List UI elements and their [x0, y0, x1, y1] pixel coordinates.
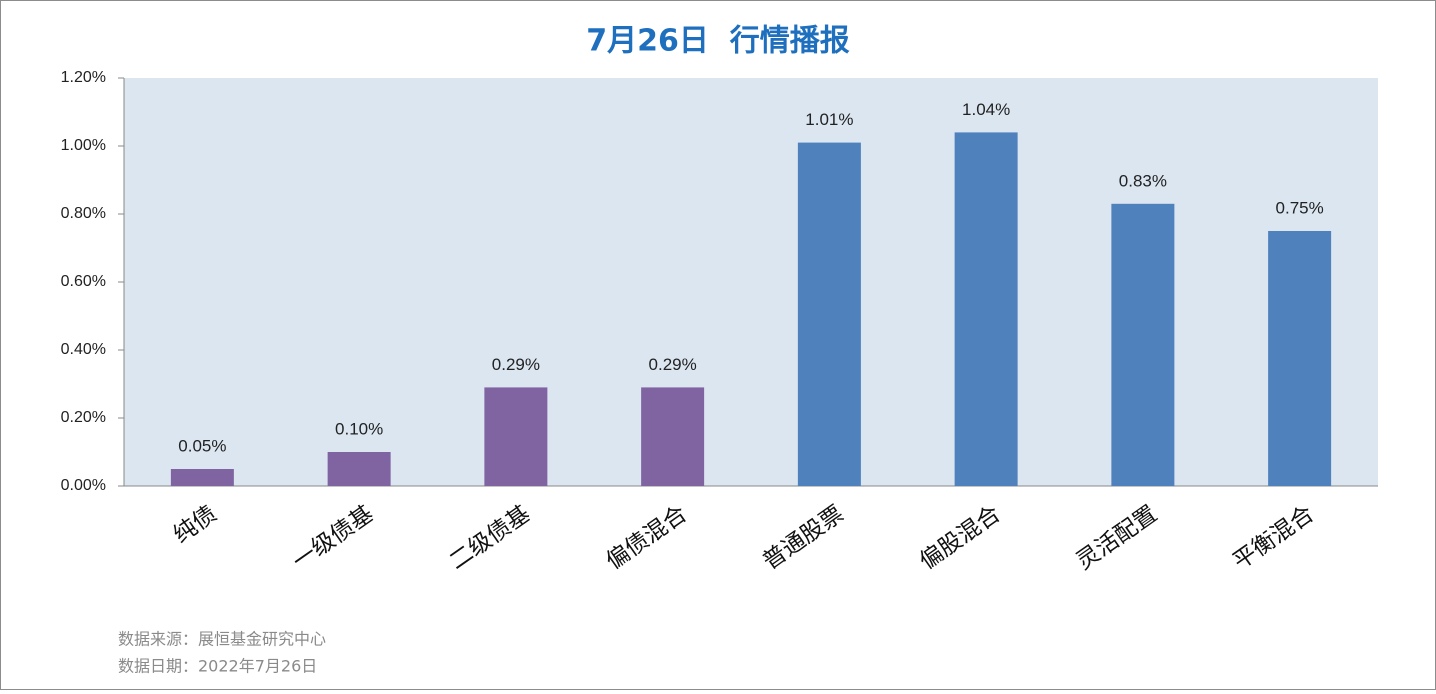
value-label: 0.10%	[335, 419, 383, 438]
value-label: 0.29%	[649, 355, 697, 374]
y-tick-label: 0.60%	[61, 273, 106, 290]
y-tick-label: 0.20%	[61, 409, 106, 426]
y-tick-label: 1.20%	[61, 69, 106, 86]
bar	[1111, 203, 1175, 487]
date-note: 数据日期：2022年7月26日	[118, 657, 317, 676]
value-label: 0.29%	[492, 355, 540, 374]
y-tick-label: 0.00%	[61, 477, 106, 494]
bar	[1268, 231, 1332, 486]
value-label: 0.83%	[1119, 171, 1167, 190]
y-tick-label: 1.00%	[61, 137, 106, 154]
bar	[954, 132, 1018, 486]
bar	[797, 142, 861, 486]
bar	[641, 387, 705, 486]
y-tick-label: 0.80%	[61, 205, 106, 222]
value-label: 1.01%	[805, 110, 853, 129]
value-label: 0.05%	[178, 436, 226, 455]
bar	[170, 469, 234, 486]
bar	[484, 387, 548, 486]
value-label: 0.75%	[1276, 198, 1324, 217]
bar	[327, 452, 391, 486]
plot-area	[124, 78, 1378, 486]
y-tick-label: 0.40%	[61, 341, 106, 358]
chart-title: 7月26日 行情播报	[586, 24, 850, 59]
source-note: 数据来源：展恒基金研究中心	[118, 630, 326, 649]
value-label: 1.04%	[962, 100, 1010, 119]
